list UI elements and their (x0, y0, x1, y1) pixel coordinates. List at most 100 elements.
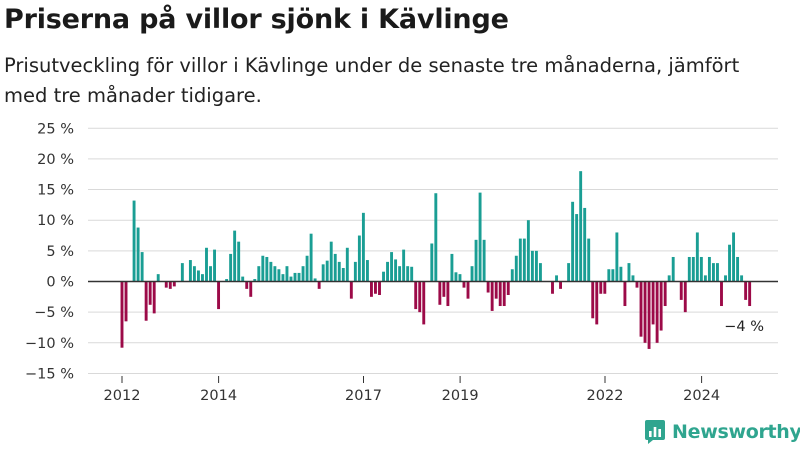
bar (538, 263, 542, 282)
bar (619, 266, 623, 282)
bar (623, 281, 627, 307)
bar (168, 281, 172, 289)
bar (728, 244, 731, 282)
bar (172, 281, 176, 287)
bar (667, 275, 671, 282)
x-tick-label: 2024 (683, 388, 720, 404)
bar (430, 243, 434, 282)
bar (744, 281, 748, 300)
bar (530, 250, 534, 282)
bar (402, 249, 406, 282)
bar (305, 255, 309, 282)
bar (502, 281, 506, 307)
bar (213, 249, 216, 282)
bar (663, 281, 667, 307)
bar (434, 193, 438, 282)
bar (595, 281, 599, 325)
bar (462, 281, 466, 288)
bar (192, 266, 196, 282)
bar (353, 261, 357, 282)
bar (277, 269, 281, 282)
bar (691, 256, 695, 282)
bar (253, 279, 257, 282)
bar (313, 278, 317, 282)
bar (555, 275, 558, 282)
bar (506, 281, 510, 295)
bar (249, 281, 253, 297)
bar (365, 260, 369, 282)
bar (309, 233, 313, 282)
bar (651, 281, 655, 325)
bar (551, 281, 554, 294)
newsworthy-logo: Newsworthy (644, 419, 800, 445)
bar (490, 281, 494, 311)
bar (579, 171, 583, 282)
bar (571, 201, 575, 282)
bar (643, 281, 647, 343)
bar (575, 214, 579, 282)
x-axis: 2012 2014 2017 2019 2022 2024 (88, 280, 778, 404)
bar (591, 281, 595, 319)
bar (683, 281, 687, 313)
bar (188, 260, 192, 282)
y-axis-labels: 25 % 20 % 15 % 10 % 5 % 0 % −5 % −10 % −15 % (25, 121, 74, 382)
bar (301, 266, 305, 282)
bars (120, 171, 752, 349)
bar (442, 281, 446, 297)
bar (695, 232, 699, 282)
y-tick-label: 20 % (37, 152, 74, 168)
bar (454, 272, 458, 282)
bar (329, 241, 333, 282)
bar (599, 281, 603, 294)
bar (587, 238, 591, 282)
y-tick-label: −15 % (25, 366, 74, 382)
bar (474, 239, 478, 282)
bar (289, 276, 293, 282)
bar (257, 266, 261, 282)
y-tick-label: 0 % (46, 275, 74, 291)
bar (132, 200, 136, 282)
bar (349, 281, 353, 299)
bar (374, 281, 377, 294)
bar (522, 238, 526, 282)
bar (333, 253, 337, 282)
bar (699, 256, 703, 282)
bar (269, 261, 273, 282)
bar (394, 259, 398, 282)
bar (466, 281, 470, 299)
bar (201, 274, 204, 282)
bar (518, 238, 522, 282)
bar (382, 271, 385, 282)
bar (478, 192, 482, 282)
bar (450, 253, 454, 282)
bar (494, 281, 498, 299)
bar (370, 281, 373, 297)
bar (615, 232, 619, 282)
bar (603, 281, 607, 294)
x-tick-label: 2014 (200, 388, 237, 404)
y-tick-label: 5 % (46, 244, 74, 260)
bar (438, 281, 442, 305)
bar (534, 250, 538, 282)
last-value-annotation: −4 % (724, 319, 764, 335)
bar (627, 263, 631, 282)
logo-text: Newsworthy (672, 421, 800, 443)
bar (390, 252, 394, 282)
bar (410, 266, 414, 282)
bar (526, 220, 530, 282)
bar (703, 275, 707, 282)
x-tick-label: 2022 (587, 388, 624, 404)
gridlines (88, 127, 778, 374)
x-tick-label: 2012 (104, 388, 141, 404)
bar (639, 281, 643, 337)
bar (498, 281, 502, 307)
bar (241, 276, 245, 282)
bar (156, 274, 160, 282)
bar (281, 274, 285, 282)
bar (273, 266, 277, 282)
bar (559, 281, 562, 289)
bar (514, 255, 518, 282)
bar (265, 256, 269, 282)
bar (611, 269, 615, 282)
bar (716, 263, 719, 282)
